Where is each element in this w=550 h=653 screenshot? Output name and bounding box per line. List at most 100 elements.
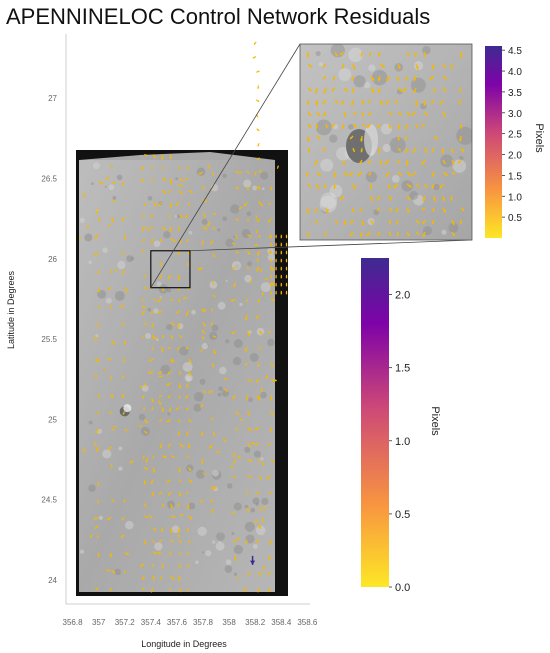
residual-arrow	[123, 571, 126, 574]
residual-arrow	[189, 419, 192, 423]
residual-arrow	[126, 552, 130, 556]
inset-residual-arrow	[443, 161, 446, 164]
inset-residual-arrow	[431, 101, 434, 104]
inset-residual-arrow	[345, 88, 348, 92]
crater-mark	[201, 342, 209, 350]
inset-residual-arrow	[315, 126, 319, 129]
residual-arrow	[142, 336, 145, 338]
inset-residual-arrow	[422, 234, 426, 238]
inset-residual-arrow	[370, 221, 374, 224]
inset-residual-arrow	[352, 66, 356, 70]
residual-arrow	[269, 429, 272, 433]
crater-mark	[260, 171, 269, 180]
crater-mark	[186, 464, 194, 472]
residual-arrow	[121, 395, 125, 398]
residual-arrow	[83, 194, 86, 198]
inset-residual-arrow	[343, 222, 347, 226]
crater-mark	[182, 361, 193, 372]
residual-arrow	[159, 276, 162, 279]
inset-colorbar-label: Pixels	[533, 123, 545, 153]
residual-arrow	[177, 277, 181, 281]
residual-arrow	[275, 236, 278, 239]
inset-residual-arrow	[389, 197, 392, 201]
crater-mark	[167, 412, 171, 416]
residual-arrow	[257, 87, 260, 89]
residual-arrow	[280, 292, 283, 295]
residual-arrow	[140, 167, 144, 171]
residual-arrow	[258, 202, 261, 205]
residual-arrow	[258, 236, 261, 238]
inset-crater-mark	[367, 217, 375, 226]
residual-arrow	[95, 430, 99, 434]
residual-arrow	[148, 359, 152, 362]
residual-arrow	[185, 492, 188, 494]
colorbar-tick-label: 2.5	[508, 130, 522, 141]
residual-arrow	[145, 431, 148, 434]
inset-residual-arrow	[388, 126, 392, 129]
inset-residual-arrow	[308, 184, 311, 187]
residual-arrow	[95, 587, 98, 590]
x-tick-label: 357.8	[193, 618, 214, 627]
residual-arrow	[107, 287, 110, 290]
inset-residual-arrow	[452, 172, 456, 175]
residual-arrow	[168, 215, 170, 217]
residual-arrow	[285, 260, 288, 263]
residual-arrow	[275, 292, 278, 295]
residual-arrow	[187, 565, 190, 568]
residual-arrow	[247, 444, 251, 448]
residual-arrow	[95, 359, 99, 363]
inset-residual-arrow	[443, 113, 446, 117]
residual-arrow	[95, 374, 98, 377]
inset-residual-arrow	[432, 198, 436, 202]
residual-arrow	[179, 480, 182, 483]
residual-arrow	[160, 239, 162, 242]
inset-residual-arrow	[343, 114, 347, 117]
residual-arrow	[247, 509, 250, 512]
inset-residual-arrow	[411, 112, 415, 116]
residual-arrow	[94, 252, 98, 256]
residual-arrow	[185, 347, 188, 350]
crater-mark	[88, 484, 96, 492]
residual-arrow	[256, 70, 259, 73]
chart-title: APENNINELOC Control Network Residuals	[6, 4, 431, 29]
residual-arrow	[255, 491, 259, 495]
inset-residual-arrow	[315, 221, 318, 225]
residual-arrow	[168, 493, 171, 496]
inset-residual-arrow	[340, 197, 344, 201]
residual-arrow	[237, 455, 240, 458]
residual-arrow	[107, 517, 111, 521]
residual-arrow	[123, 501, 126, 503]
inset-residual-arrow	[431, 185, 435, 189]
residual-arrow	[212, 173, 215, 176]
residual-arrow	[257, 144, 260, 147]
residual-arrow	[200, 405, 203, 408]
residual-arrow	[179, 514, 183, 517]
inset-residual-arrow	[386, 78, 390, 82]
inset-residual-arrow	[404, 126, 408, 130]
crater-mark	[233, 502, 242, 511]
inset-residual-arrow	[306, 102, 310, 105]
crater-mark	[249, 352, 259, 362]
inset-residual-arrow	[406, 53, 410, 56]
residual-arrow	[110, 466, 113, 468]
residual-arrow	[232, 452, 236, 455]
inset-residual-arrow	[353, 124, 357, 128]
residual-arrow	[237, 537, 241, 540]
crater-mark	[252, 497, 260, 505]
residual-arrow	[142, 215, 145, 218]
residual-arrow	[158, 375, 161, 378]
residual-arrow	[158, 371, 162, 375]
residual-arrow	[187, 264, 189, 266]
residual-arrow	[225, 389, 229, 392]
crater-mark	[118, 466, 123, 471]
inset-residual-arrow	[442, 198, 446, 202]
residual-arrow	[95, 525, 99, 529]
inset-residual-arrow	[458, 101, 462, 105]
residual-arrow	[142, 228, 145, 232]
residual-arrow	[168, 395, 171, 398]
inset-residual-arrow	[361, 114, 365, 117]
inset-residual-arrow	[387, 186, 391, 190]
crater-mark	[145, 332, 152, 339]
residual-arrow	[144, 505, 147, 508]
y-tick-label: 26.5	[41, 175, 57, 184]
